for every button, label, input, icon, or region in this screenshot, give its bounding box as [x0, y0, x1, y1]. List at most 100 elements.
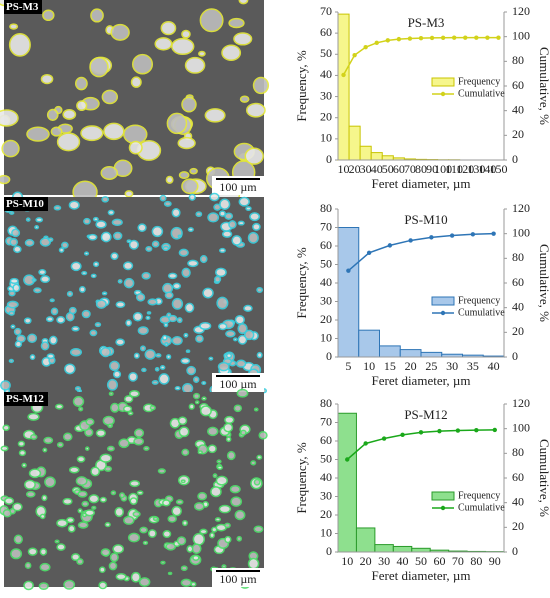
particle	[189, 404, 194, 409]
particle	[129, 142, 142, 154]
legend-label: Cumulative	[458, 88, 505, 99]
particle	[96, 221, 106, 228]
particle	[28, 548, 36, 555]
cumulative-point	[496, 35, 500, 39]
particle	[225, 417, 234, 424]
particle	[114, 371, 121, 377]
cumulative-point	[419, 430, 423, 434]
particle	[188, 260, 198, 266]
particle	[182, 566, 187, 570]
bar	[382, 156, 393, 160]
legend-swatch	[432, 297, 454, 305]
cumulative-point	[363, 441, 367, 445]
particle	[24, 581, 33, 589]
x-tick-label: 50	[415, 554, 427, 568]
particle	[79, 522, 88, 528]
particle	[200, 529, 207, 533]
particle	[247, 104, 265, 117]
cumulative-point	[397, 37, 401, 41]
particle	[80, 287, 85, 292]
image-label: PS-M12	[6, 393, 44, 405]
cumulative-point	[463, 35, 467, 39]
y2-tick-label: 60	[512, 470, 524, 484]
y2-tick-label: 0	[512, 544, 518, 558]
particle	[74, 397, 84, 406]
particle	[2, 140, 19, 156]
particle	[182, 30, 190, 37]
particle	[194, 377, 199, 382]
cumulative-point	[388, 243, 392, 247]
cumulative-point	[474, 35, 478, 39]
particle	[76, 78, 87, 90]
particle	[40, 564, 50, 571]
particle	[49, 238, 53, 241]
particle	[190, 169, 197, 174]
particle	[58, 443, 63, 447]
particle	[231, 497, 241, 506]
x-axis-label: Feret diameter, µm	[371, 176, 470, 191]
particle	[56, 404, 63, 408]
particle	[92, 274, 96, 277]
particle	[219, 505, 230, 512]
particle	[105, 467, 111, 471]
particle	[67, 518, 74, 523]
particle	[146, 316, 150, 319]
particle	[96, 430, 105, 437]
cumulative-point	[345, 457, 349, 461]
cumulative-point	[437, 429, 441, 433]
particle	[193, 534, 204, 545]
particle	[142, 369, 146, 372]
particle	[196, 212, 201, 216]
particle	[82, 272, 87, 275]
particle	[245, 330, 254, 339]
particle	[41, 342, 48, 350]
y2-tick-label: 0	[512, 349, 518, 363]
bar	[421, 352, 442, 357]
legend-label: Cumulative	[458, 307, 505, 318]
x-tick-label: 40	[397, 554, 409, 568]
particle	[237, 389, 247, 396]
particle	[81, 126, 103, 140]
particle	[99, 582, 106, 588]
x-tick-label: 10	[341, 554, 353, 568]
particle	[178, 235, 181, 237]
y-tick-label: 20	[320, 507, 332, 521]
particle	[114, 232, 122, 239]
particle	[130, 481, 139, 487]
y-tick-label: 30	[320, 293, 332, 307]
y2-tick-label: 40	[512, 494, 524, 508]
particle	[200, 9, 222, 31]
particle	[216, 476, 227, 484]
cumulative-point	[493, 428, 497, 432]
particle	[11, 325, 15, 328]
particle	[213, 474, 216, 477]
particle	[133, 55, 153, 74]
particle	[120, 493, 125, 498]
particle	[8, 301, 18, 307]
particle	[199, 51, 205, 55]
particle	[26, 240, 34, 246]
particle	[137, 294, 145, 301]
x-tick-label: 25	[425, 359, 437, 373]
particle	[54, 206, 60, 210]
chart-title: PS-M10	[404, 212, 447, 227]
particle	[5, 498, 14, 504]
particle	[57, 520, 67, 527]
particle	[177, 500, 183, 504]
particle	[36, 218, 42, 222]
particle	[30, 469, 41, 477]
y2-tick-label: 120	[512, 396, 530, 410]
x-tick-label: 40	[488, 359, 500, 373]
particle	[110, 553, 118, 561]
particle	[44, 438, 52, 444]
cumulative-point	[375, 41, 379, 45]
y-tick-label: 40	[320, 67, 332, 81]
particle	[232, 236, 241, 245]
particle	[142, 273, 150, 279]
particle	[225, 523, 230, 527]
particle	[28, 414, 39, 421]
particle	[9, 360, 13, 363]
y2-tick-label: 0	[512, 152, 518, 166]
particle	[95, 323, 100, 327]
particle	[134, 438, 143, 445]
